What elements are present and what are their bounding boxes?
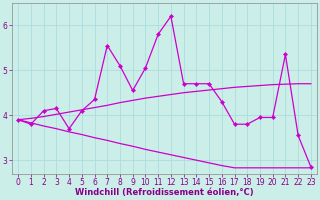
X-axis label: Windchill (Refroidissement éolien,°C): Windchill (Refroidissement éolien,°C) [75,188,254,197]
